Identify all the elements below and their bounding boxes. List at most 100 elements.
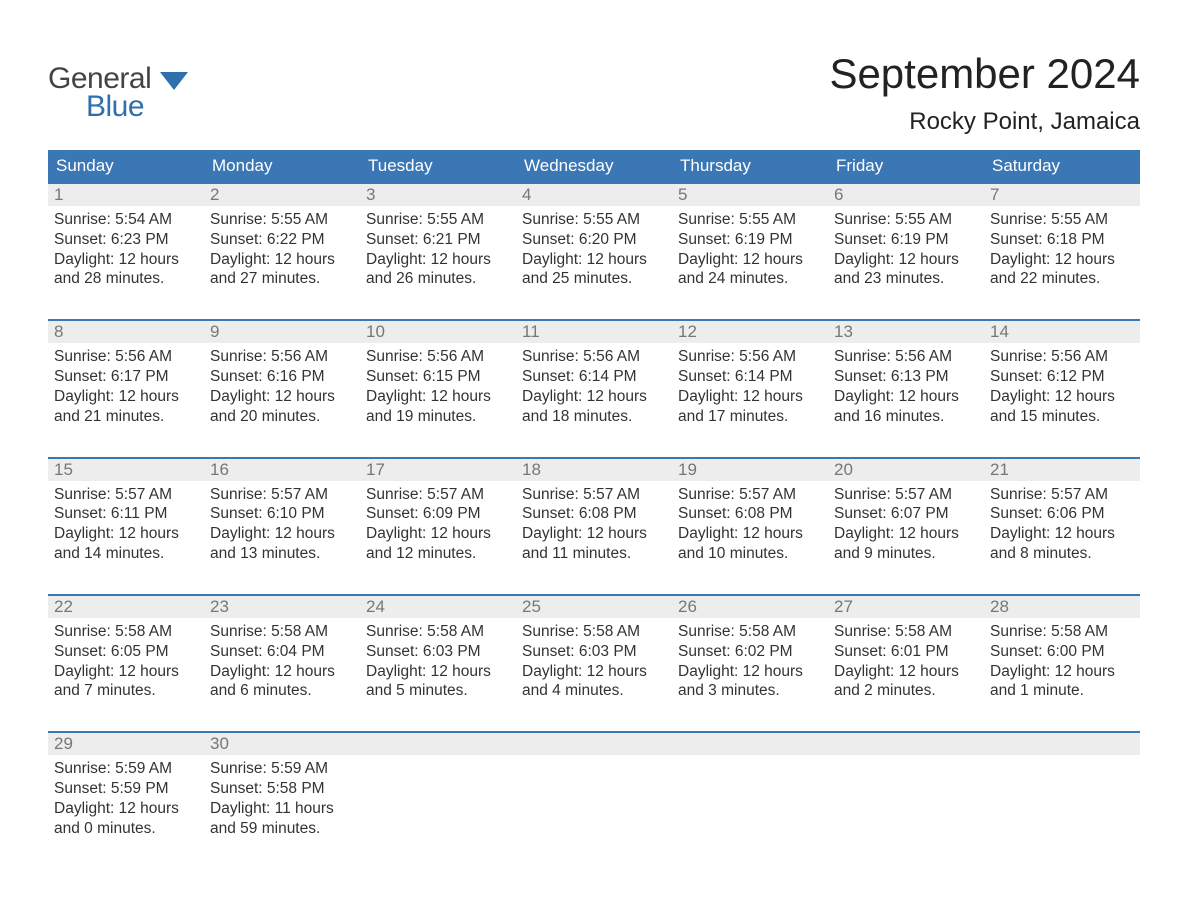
detail-line: Sunrise: 5:57 AM bbox=[54, 485, 198, 505]
day-number: 1 bbox=[48, 184, 204, 206]
day-number: 29 bbox=[48, 733, 204, 755]
day-details: Sunrise: 5:56 AMSunset: 6:12 PMDaylight:… bbox=[984, 343, 1140, 428]
detail-line: and 15 minutes. bbox=[990, 407, 1134, 427]
detail-line: Daylight: 12 hours bbox=[834, 524, 978, 544]
detail-line: Sunrise: 5:56 AM bbox=[834, 347, 978, 367]
calendar-cell bbox=[360, 733, 516, 840]
detail-line: Sunrise: 5:58 AM bbox=[54, 622, 198, 642]
detail-line: and 10 minutes. bbox=[678, 544, 822, 564]
detail-line: Daylight: 12 hours bbox=[54, 250, 198, 270]
detail-line: Sunrise: 5:55 AM bbox=[522, 210, 666, 230]
day-details: Sunrise: 5:56 AMSunset: 6:13 PMDaylight:… bbox=[828, 343, 984, 428]
day-number: 16 bbox=[204, 459, 360, 481]
day-number: 26 bbox=[672, 596, 828, 618]
detail-line: Sunrise: 5:55 AM bbox=[678, 210, 822, 230]
calendar-cell bbox=[984, 733, 1140, 840]
detail-line: Daylight: 12 hours bbox=[210, 662, 354, 682]
day-header: Tuesday bbox=[360, 150, 516, 182]
calendar-cell: 27Sunrise: 5:58 AMSunset: 6:01 PMDayligh… bbox=[828, 596, 984, 703]
day-header: Friday bbox=[828, 150, 984, 182]
detail-line: Sunrise: 5:54 AM bbox=[54, 210, 198, 230]
calendar-cell: 1Sunrise: 5:54 AMSunset: 6:23 PMDaylight… bbox=[48, 184, 204, 291]
detail-line: Daylight: 12 hours bbox=[834, 387, 978, 407]
day-details: Sunrise: 5:56 AMSunset: 6:16 PMDaylight:… bbox=[204, 343, 360, 428]
day-number: 15 bbox=[48, 459, 204, 481]
detail-line: Sunset: 6:04 PM bbox=[210, 642, 354, 662]
day-header: Wednesday bbox=[516, 150, 672, 182]
detail-line: Daylight: 12 hours bbox=[366, 387, 510, 407]
day-number: 23 bbox=[204, 596, 360, 618]
calendar-cell: 25Sunrise: 5:58 AMSunset: 6:03 PMDayligh… bbox=[516, 596, 672, 703]
day-details: Sunrise: 5:55 AMSunset: 6:22 PMDaylight:… bbox=[204, 206, 360, 291]
day-details: Sunrise: 5:56 AMSunset: 6:17 PMDaylight:… bbox=[48, 343, 204, 428]
day-number: 6 bbox=[828, 184, 984, 206]
day-details: Sunrise: 5:58 AMSunset: 6:04 PMDaylight:… bbox=[204, 618, 360, 703]
detail-line: Sunrise: 5:58 AM bbox=[522, 622, 666, 642]
detail-line: and 6 minutes. bbox=[210, 681, 354, 701]
detail-line: Sunset: 6:08 PM bbox=[678, 504, 822, 524]
calendar-cell: 16Sunrise: 5:57 AMSunset: 6:10 PMDayligh… bbox=[204, 459, 360, 566]
calendar-cell: 20Sunrise: 5:57 AMSunset: 6:07 PMDayligh… bbox=[828, 459, 984, 566]
calendar-cell: 10Sunrise: 5:56 AMSunset: 6:15 PMDayligh… bbox=[360, 321, 516, 428]
detail-line: Sunrise: 5:55 AM bbox=[210, 210, 354, 230]
detail-line: Sunrise: 5:56 AM bbox=[54, 347, 198, 367]
day-details: Sunrise: 5:57 AMSunset: 6:09 PMDaylight:… bbox=[360, 481, 516, 566]
day-details: Sunrise: 5:59 AMSunset: 5:58 PMDaylight:… bbox=[204, 755, 360, 840]
day-details: Sunrise: 5:57 AMSunset: 6:10 PMDaylight:… bbox=[204, 481, 360, 566]
detail-line: and 3 minutes. bbox=[678, 681, 822, 701]
day-number: 30 bbox=[204, 733, 360, 755]
day-details: Sunrise: 5:55 AMSunset: 6:19 PMDaylight:… bbox=[672, 206, 828, 291]
calendar-week: 8Sunrise: 5:56 AMSunset: 6:17 PMDaylight… bbox=[48, 319, 1140, 428]
day-details: Sunrise: 5:58 AMSunset: 6:03 PMDaylight:… bbox=[516, 618, 672, 703]
detail-line: Sunset: 6:14 PM bbox=[678, 367, 822, 387]
detail-line: and 14 minutes. bbox=[54, 544, 198, 564]
day-details: Sunrise: 5:59 AMSunset: 5:59 PMDaylight:… bbox=[48, 755, 204, 840]
day-number: 24 bbox=[360, 596, 516, 618]
detail-line: Sunset: 6:05 PM bbox=[54, 642, 198, 662]
detail-line: Sunset: 6:09 PM bbox=[366, 504, 510, 524]
detail-line: Sunset: 6:07 PM bbox=[834, 504, 978, 524]
day-number: 7 bbox=[984, 184, 1140, 206]
detail-line: and 22 minutes. bbox=[990, 269, 1134, 289]
detail-line: and 16 minutes. bbox=[834, 407, 978, 427]
detail-line: and 7 minutes. bbox=[54, 681, 198, 701]
detail-line: Daylight: 12 hours bbox=[834, 250, 978, 270]
page-title: September 2024 bbox=[829, 50, 1140, 98]
day-details: Sunrise: 5:55 AMSunset: 6:19 PMDaylight:… bbox=[828, 206, 984, 291]
detail-line: and 1 minute. bbox=[990, 681, 1134, 701]
day-details: Sunrise: 5:58 AMSunset: 6:05 PMDaylight:… bbox=[48, 618, 204, 703]
calendar-cell: 21Sunrise: 5:57 AMSunset: 6:06 PMDayligh… bbox=[984, 459, 1140, 566]
day-number: 10 bbox=[360, 321, 516, 343]
day-header-row: Sunday Monday Tuesday Wednesday Thursday… bbox=[48, 150, 1140, 182]
calendar-cell: 26Sunrise: 5:58 AMSunset: 6:02 PMDayligh… bbox=[672, 596, 828, 703]
calendar-cell bbox=[516, 733, 672, 840]
detail-line: Sunset: 6:02 PM bbox=[678, 642, 822, 662]
day-number bbox=[984, 733, 1140, 755]
detail-line: Daylight: 12 hours bbox=[210, 524, 354, 544]
detail-line: Sunrise: 5:57 AM bbox=[210, 485, 354, 505]
day-details: Sunrise: 5:57 AMSunset: 6:08 PMDaylight:… bbox=[672, 481, 828, 566]
detail-line: Daylight: 12 hours bbox=[522, 524, 666, 544]
day-number: 28 bbox=[984, 596, 1140, 618]
calendar-week: 1Sunrise: 5:54 AMSunset: 6:23 PMDaylight… bbox=[48, 182, 1140, 291]
detail-line: Daylight: 12 hours bbox=[990, 250, 1134, 270]
day-details: Sunrise: 5:58 AMSunset: 6:02 PMDaylight:… bbox=[672, 618, 828, 703]
detail-line: Daylight: 12 hours bbox=[54, 662, 198, 682]
detail-line: Daylight: 12 hours bbox=[990, 387, 1134, 407]
detail-line: Sunset: 6:18 PM bbox=[990, 230, 1134, 250]
day-number: 27 bbox=[828, 596, 984, 618]
detail-line: and 17 minutes. bbox=[678, 407, 822, 427]
detail-line: Sunrise: 5:55 AM bbox=[990, 210, 1134, 230]
detail-line: Sunset: 6:20 PM bbox=[522, 230, 666, 250]
calendar-cell: 13Sunrise: 5:56 AMSunset: 6:13 PMDayligh… bbox=[828, 321, 984, 428]
calendar-cell: 3Sunrise: 5:55 AMSunset: 6:21 PMDaylight… bbox=[360, 184, 516, 291]
detail-line: Sunrise: 5:56 AM bbox=[678, 347, 822, 367]
detail-line: Sunset: 6:00 PM bbox=[990, 642, 1134, 662]
detail-line: and 19 minutes. bbox=[366, 407, 510, 427]
detail-line: Sunset: 6:06 PM bbox=[990, 504, 1134, 524]
day-number: 11 bbox=[516, 321, 672, 343]
calendar-cell: 30Sunrise: 5:59 AMSunset: 5:58 PMDayligh… bbox=[204, 733, 360, 840]
day-number bbox=[516, 733, 672, 755]
detail-line: and 13 minutes. bbox=[210, 544, 354, 564]
calendar-cell: 4Sunrise: 5:55 AMSunset: 6:20 PMDaylight… bbox=[516, 184, 672, 291]
